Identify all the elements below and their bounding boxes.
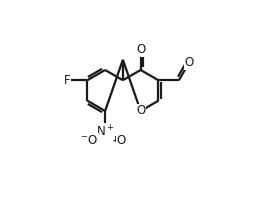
Text: N$^+$: N$^+$ — [96, 124, 114, 139]
Text: O: O — [116, 134, 126, 147]
Text: O: O — [185, 56, 194, 69]
Text: F: F — [63, 74, 70, 87]
Text: $^{-}$O: $^{-}$O — [80, 134, 98, 147]
Text: O: O — [136, 105, 145, 117]
Text: O: O — [136, 43, 145, 56]
